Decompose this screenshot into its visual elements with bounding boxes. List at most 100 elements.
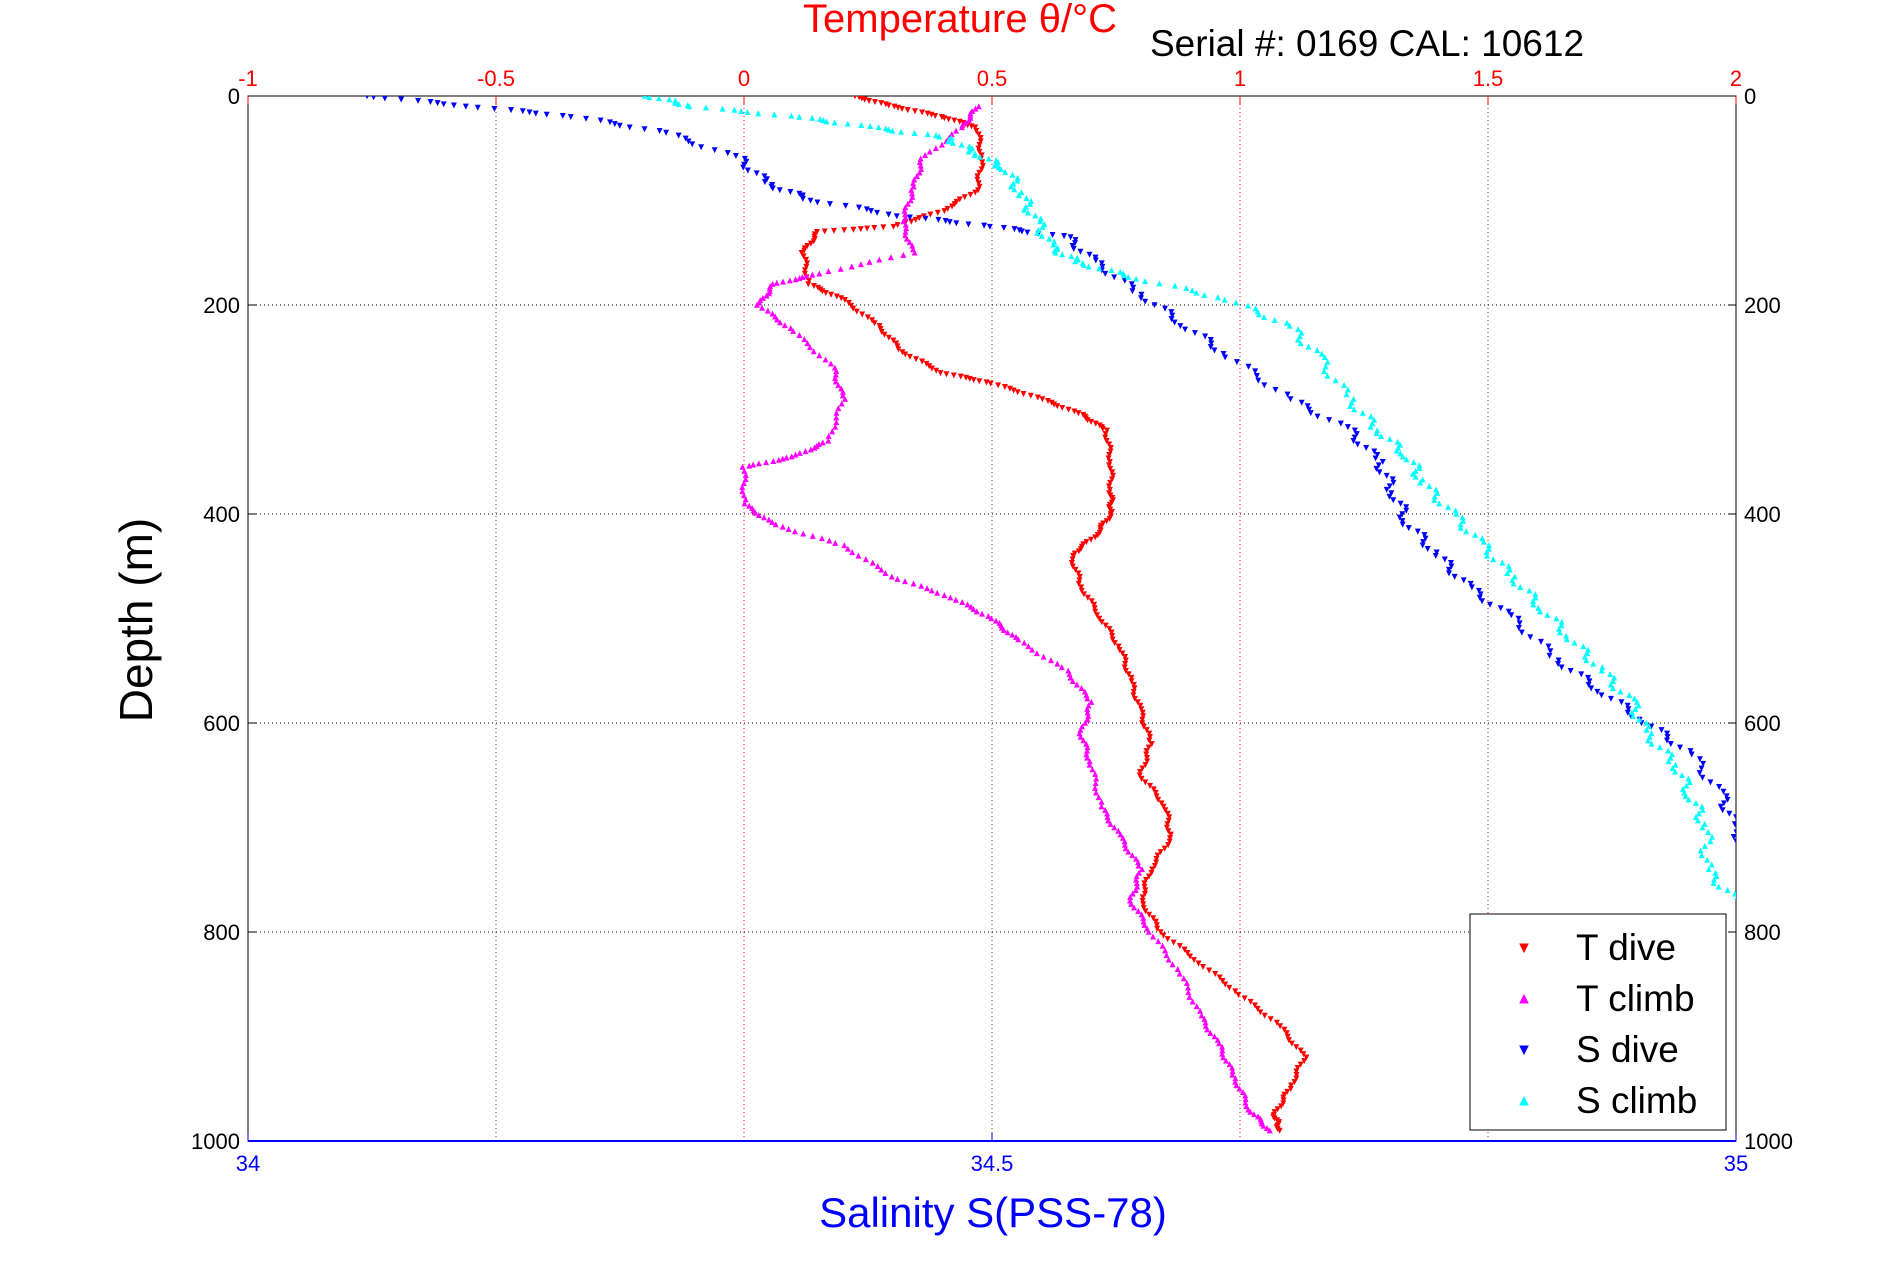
data-point: [879, 100, 884, 105]
data-point: [754, 171, 759, 176]
data-point: [1355, 442, 1360, 447]
data-point: [1248, 999, 1253, 1004]
data-point: [1741, 844, 1746, 849]
data-point: [765, 308, 770, 313]
data-point: [1446, 505, 1451, 510]
data-point: [1760, 877, 1765, 882]
data-point: [520, 109, 525, 114]
legend-label: T climb: [1576, 978, 1695, 1019]
data-point: [1721, 789, 1726, 794]
data-point: [1817, 1013, 1822, 1018]
data-point: [1066, 407, 1071, 412]
data-point: [1731, 834, 1736, 839]
data-point: [1338, 421, 1343, 426]
data-point: [793, 452, 798, 457]
data-point: [1319, 351, 1324, 356]
data-point: [1427, 484, 1432, 489]
data-point: [1079, 686, 1084, 691]
data-point: [1745, 858, 1750, 863]
data-point: [441, 102, 446, 107]
data-point: [627, 125, 632, 130]
data-point: [854, 309, 859, 314]
data-point: [960, 600, 965, 605]
data-point: [842, 228, 847, 233]
data-point: [1093, 258, 1098, 263]
data-point: [1528, 635, 1533, 640]
depth-tick-label-right: 0: [1744, 84, 1756, 109]
data-point: [976, 104, 981, 109]
data-point: [829, 292, 834, 297]
data-point: [1839, 1027, 1844, 1032]
data-point: [1732, 822, 1737, 827]
data-point: [1742, 862, 1747, 867]
data-point: [943, 218, 948, 223]
data-point: [781, 279, 786, 284]
data-point: [1706, 867, 1711, 872]
data-point: [1837, 1041, 1842, 1046]
data-point: [827, 201, 832, 206]
data-point: [971, 377, 976, 382]
data-point: [720, 106, 725, 111]
data-point: [1088, 537, 1093, 542]
data-point: [1709, 862, 1714, 867]
data-point: [920, 110, 925, 115]
data-point: [642, 127, 647, 132]
data-point: [1039, 233, 1044, 238]
data-point: [1701, 761, 1706, 766]
data-point: [954, 128, 959, 133]
data-point: [1826, 943, 1831, 948]
data-point: [912, 109, 917, 114]
data-point: [810, 272, 815, 277]
data-point: [1716, 884, 1721, 889]
data-point: [823, 290, 828, 295]
data-point: [1178, 323, 1183, 328]
data-point: [1262, 1013, 1267, 1018]
data-point: [1632, 696, 1637, 701]
data-point: [1816, 1008, 1821, 1013]
data-point: [942, 593, 947, 598]
data-point: [1770, 895, 1775, 900]
data-point: [900, 106, 905, 111]
data-point: [1033, 213, 1038, 218]
data-point: [1784, 962, 1789, 967]
data-point: [1608, 672, 1613, 677]
data-point: [617, 123, 622, 128]
data-point: [838, 267, 843, 272]
data-point: [751, 462, 756, 467]
data-point: [1207, 968, 1212, 973]
data-point: [832, 228, 837, 233]
chart-title: Temperature θ/°C: [803, 0, 1117, 41]
data-point: [1134, 276, 1139, 281]
data-point: [1258, 1010, 1263, 1015]
data-point: [936, 217, 941, 222]
data-point: [826, 438, 831, 443]
data-point: [1725, 888, 1730, 893]
data-point: [1880, 1076, 1885, 1081]
data-point: [1093, 781, 1098, 786]
data-point: [982, 223, 987, 228]
data-point: [1001, 225, 1006, 230]
data-point: [912, 131, 917, 136]
temperature-tick-label: 1: [1234, 66, 1246, 91]
data-point: [819, 536, 824, 541]
data-point: [923, 153, 928, 158]
data-point: [939, 142, 944, 147]
data-point: [1078, 249, 1083, 254]
data-point: [875, 210, 880, 215]
data-point: [1234, 300, 1239, 305]
data-point: [946, 117, 951, 122]
data-point: [664, 130, 669, 135]
data-point: [1882, 978, 1887, 983]
data-point: [527, 110, 532, 115]
data-point: [1215, 295, 1220, 300]
data-point: [1784, 967, 1789, 972]
legend-label: T dive: [1576, 927, 1676, 968]
data-point: [994, 618, 999, 623]
data-point: [808, 198, 813, 203]
data-point: [1790, 976, 1795, 981]
data-point: [1527, 588, 1532, 593]
data-point: [1737, 909, 1742, 914]
data-point: [1256, 378, 1261, 383]
data-point: [1344, 392, 1349, 397]
temperature-tick-label: 2: [1730, 66, 1742, 91]
